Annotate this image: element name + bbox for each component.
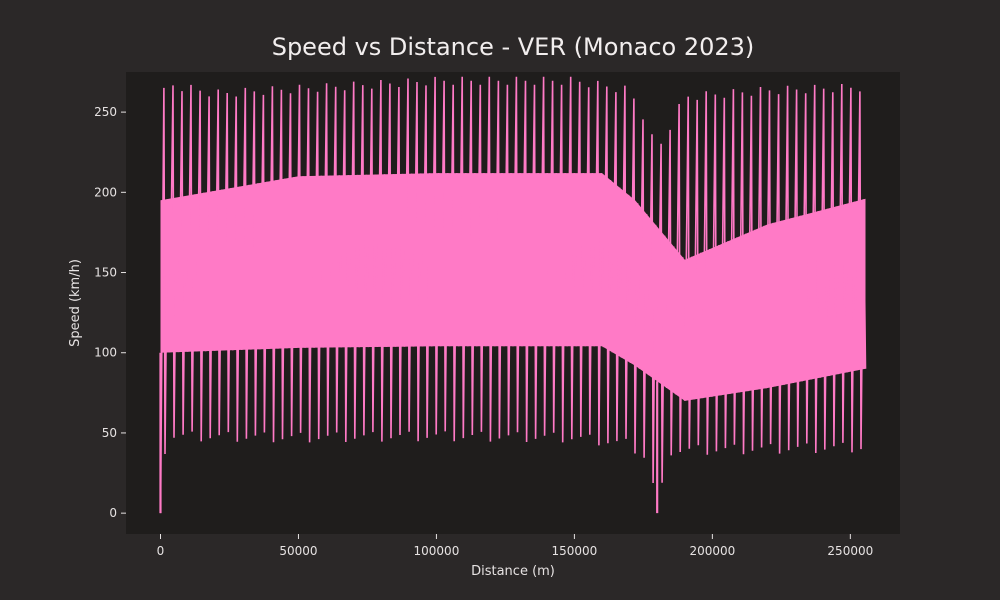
x-tick-label-4: 200000: [689, 544, 735, 558]
x-tick-label-0: 0: [157, 544, 165, 558]
y-axis-label: Speed (km/h): [68, 259, 83, 347]
y-tick-label-1: 50: [102, 426, 117, 440]
speed-series: [159, 76, 867, 514]
x-tick-label-5: 250000: [827, 544, 873, 558]
y-tick-label-0: 0: [109, 506, 117, 520]
x-tick-label-2: 100000: [414, 544, 460, 558]
y-tick-label-4: 200: [94, 185, 117, 199]
chart-title: Speed vs Distance - VER (Monaco 2023): [272, 33, 755, 61]
speed-line: [159, 76, 867, 514]
x-tick-label-3: 150000: [551, 544, 597, 558]
x-axis-label: Distance (m): [471, 564, 555, 579]
axes: 0 50000 100000 150000 200000 250000 0 50 100 150 2…: [94, 105, 873, 558]
x-tick-label-1: 50000: [279, 544, 317, 558]
y-tick-label-5: 250: [94, 105, 117, 119]
y-tick-label-3: 150: [94, 266, 117, 280]
y-tick-label-2: 100: [94, 346, 117, 360]
